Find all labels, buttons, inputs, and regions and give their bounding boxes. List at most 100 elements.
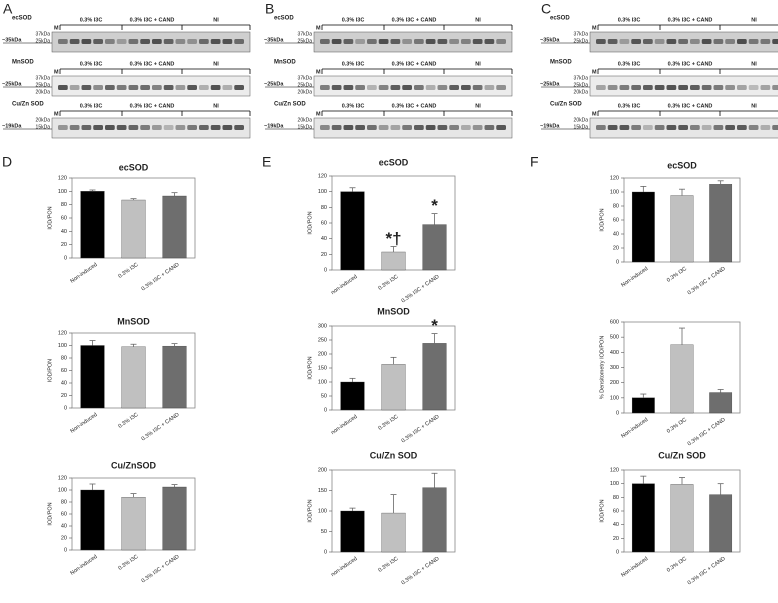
blot-band [343,125,354,130]
significance-mark: * [431,196,438,215]
error-bar [349,187,356,192]
x-tick-label: 0.3% I3C [378,414,400,432]
group-label: NI [475,61,481,67]
group-label: 0.3% I3C [80,17,103,23]
bar [340,510,365,553]
x-tick-label: 0.3% I3C + CAND [401,556,441,586]
y-tick-label: 80 [321,205,327,211]
error-bar [679,477,685,485]
x-tick-label: 0.3% I3C + CAND [401,274,441,304]
ladder-label: 25kDa [574,82,589,88]
blot-band [596,85,606,90]
x-tick-label: 0.3% I3C + CAND [141,262,181,292]
blot-band [390,85,401,90]
y-axis-label: IOD/PON [599,208,605,231]
group-label: NI [751,61,757,67]
blot-band [367,39,377,44]
blot-band [437,85,448,90]
blot-band [472,39,483,44]
blot-band [725,125,735,130]
blot-strip [51,31,251,53]
y-tick-label: 120 [318,173,327,179]
blot-band [128,85,139,90]
blot-band [654,85,665,90]
blot-band [116,125,127,130]
group-label: NI [213,61,219,67]
band-size: ~25kDa [264,81,284,87]
blot-band [631,39,641,44]
y-axis-label: IOD/PON [307,211,313,234]
ladder-label: 25kDa [298,82,313,88]
y-tick-label: 120 [610,467,619,473]
error-bar [171,343,178,347]
y-tick-label: 60 [613,508,619,514]
y-tick-label: 400 [610,350,619,356]
blot-band [128,125,139,130]
x-tick-label: 0.3% I3C + CAND [401,414,441,444]
blot-band [425,85,436,90]
group-label: 0.3% I3C [342,17,365,23]
error-bar [349,377,356,382]
y-tick-label: 80 [61,355,67,361]
chart-title: MnSOD [117,316,150,326]
y-tick-label: 20 [61,242,67,248]
blot-band [666,125,677,130]
x-tick-label: non-induced [330,556,358,578]
blot-band [760,85,771,90]
blot-band [378,39,389,44]
significance-mark: * [431,316,438,335]
blot-band [414,85,424,90]
blot-band [725,39,735,44]
blot-band [152,125,162,130]
error-bar [640,475,647,484]
x-tick-label: Non-induced [620,266,649,289]
blot-band [105,125,115,130]
blot-band [320,85,330,90]
blot-band [58,125,68,130]
y-tick-label: 60 [61,511,67,517]
ladder-label: 37kDa [36,75,51,81]
blot-band [105,85,115,90]
blot-band [760,125,771,130]
ladder-label: 25kDa [298,38,313,44]
blot-band [210,85,221,90]
y-tick-label: 80 [613,203,619,209]
y-tick-label: 40 [61,380,67,386]
group-label: 0.3% I3C + CAND [668,61,713,67]
y-tick-label: 100 [58,343,67,349]
marker-label: M [592,69,597,75]
ladder-label: 20kDa [36,117,51,123]
blot-band [607,39,618,44]
group-label: 0.3% I3C + CAND [668,103,713,109]
blot-band [484,85,495,90]
blot-band [331,39,342,44]
blot-band [222,85,233,90]
x-tick-label: Non-induced [620,556,649,579]
blot-band [425,39,436,44]
blot-band [737,39,747,44]
y-tick-label: 0 [616,259,619,265]
error-bar [89,483,96,490]
blot-band [187,39,197,44]
blot-band [449,85,459,90]
y-tick-label: 20 [61,535,67,541]
blot-band [737,85,747,90]
protein-label: ecSOD [274,16,294,22]
group-label: 0.3% I3C + CAND [392,61,437,67]
y-tick-label: 150 [318,365,327,371]
group-label: NI [475,17,481,23]
blot-band [619,125,630,130]
x-tick-label: 0.3% I3C [118,412,140,430]
bar [631,397,655,414]
blot-band [607,85,618,90]
protein-label: MnSOD [274,60,296,66]
bar [670,195,694,263]
blot-band [128,39,139,44]
group-label: NI [475,103,481,109]
error-bar [171,192,178,196]
blot-band [496,125,506,130]
y-tick-label: 150 [318,488,327,494]
blot-band [690,125,700,130]
blot-band [713,39,724,44]
blot-band [737,125,747,130]
